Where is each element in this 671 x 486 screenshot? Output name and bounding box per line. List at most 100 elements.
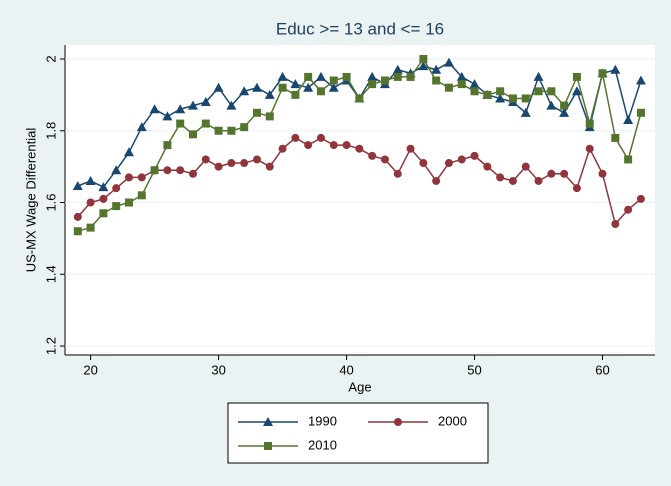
marker — [560, 169, 569, 178]
marker — [176, 166, 185, 175]
marker — [457, 80, 466, 89]
marker — [111, 165, 122, 175]
marker — [72, 181, 83, 191]
marker — [367, 71, 378, 81]
legend-marker — [264, 442, 272, 450]
marker — [611, 220, 620, 229]
marker — [432, 176, 441, 185]
marker — [571, 86, 582, 96]
marker — [124, 198, 133, 207]
marker — [610, 64, 621, 74]
marker — [470, 87, 479, 96]
marker — [265, 112, 274, 121]
marker — [278, 144, 287, 153]
marker — [123, 147, 134, 157]
marker — [419, 159, 428, 168]
marker — [214, 162, 223, 171]
marker — [559, 107, 570, 117]
chart-title: Educ >= 13 and <= 16 — [276, 19, 444, 38]
y-tick-label: 1.2 — [43, 337, 58, 355]
marker — [227, 159, 236, 168]
marker — [137, 173, 146, 182]
marker — [392, 64, 403, 74]
marker — [201, 155, 210, 164]
x-tick-label: 30 — [211, 362, 225, 377]
marker — [444, 83, 453, 92]
marker — [264, 89, 275, 99]
marker — [508, 176, 517, 185]
marker — [572, 72, 581, 81]
marker — [470, 151, 479, 160]
marker — [418, 61, 429, 71]
marker — [342, 72, 351, 81]
marker — [240, 159, 249, 168]
marker — [227, 126, 236, 135]
marker — [86, 223, 95, 232]
marker — [598, 169, 607, 178]
marker — [200, 97, 211, 107]
marker — [316, 133, 325, 142]
marker — [342, 141, 351, 150]
marker — [304, 72, 313, 81]
marker — [316, 87, 325, 96]
marker — [534, 176, 543, 185]
marker — [496, 173, 505, 182]
marker — [547, 87, 556, 96]
legend-marker — [263, 417, 273, 426]
marker — [546, 100, 557, 110]
marker — [456, 71, 467, 81]
marker — [137, 191, 146, 200]
marker — [419, 54, 428, 63]
marker — [533, 71, 544, 81]
marker — [251, 82, 262, 92]
marker — [240, 123, 249, 132]
legend-label: 2010 — [308, 437, 337, 452]
marker — [520, 107, 531, 117]
x-tick-label: 60 — [595, 362, 609, 377]
marker — [303, 82, 314, 92]
marker — [226, 100, 237, 110]
y-axis-label: US-MX Wage Differential — [23, 128, 38, 273]
x-axis-label: Age — [348, 379, 371, 394]
marker — [469, 79, 480, 89]
marker — [214, 126, 223, 135]
marker — [188, 169, 197, 178]
marker — [585, 119, 594, 128]
marker — [329, 141, 338, 150]
plot-area — [65, 45, 655, 355]
marker — [175, 104, 186, 114]
legend-label: 2000 — [438, 413, 467, 428]
marker — [136, 122, 147, 132]
marker — [239, 86, 250, 96]
marker — [98, 182, 109, 192]
marker — [624, 205, 633, 214]
marker — [585, 144, 594, 153]
marker — [124, 173, 133, 182]
marker — [163, 141, 172, 150]
y-tick-label: 1.6 — [43, 193, 58, 211]
marker — [291, 90, 300, 99]
marker — [508, 94, 517, 103]
marker — [534, 87, 543, 96]
marker — [636, 108, 645, 117]
marker — [278, 83, 287, 92]
marker — [291, 133, 300, 142]
marker — [277, 71, 288, 81]
marker — [355, 144, 364, 153]
marker — [457, 155, 466, 164]
marker — [432, 76, 441, 85]
marker — [329, 76, 338, 85]
marker — [380, 155, 389, 164]
marker — [393, 169, 402, 178]
marker — [406, 72, 415, 81]
marker — [187, 100, 198, 110]
marker — [73, 227, 82, 236]
marker — [624, 155, 633, 164]
marker — [393, 72, 402, 81]
marker — [406, 144, 415, 153]
marker — [560, 101, 569, 110]
marker — [444, 159, 453, 168]
marker — [598, 69, 607, 78]
